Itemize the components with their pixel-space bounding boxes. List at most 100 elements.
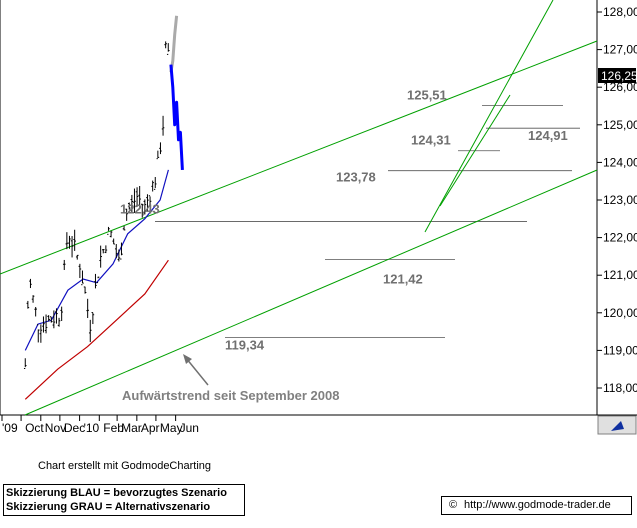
price-bar — [122, 225, 126, 231]
level-label: 121,42 — [383, 271, 423, 286]
price-bar — [130, 194, 134, 214]
level-lines — [155, 105, 580, 339]
scenario-legend: Skizzierung BLAU = bevorzugtes Szenario … — [3, 484, 245, 516]
level-label: 125,51 — [407, 88, 447, 103]
price-bar — [151, 180, 154, 192]
x-tick-label: Dec — [64, 421, 85, 435]
price-bar — [159, 142, 162, 155]
y-tick-label: 121,00 — [603, 268, 637, 282]
price-bar — [83, 286, 87, 294]
x-tick-label: Feb — [103, 421, 124, 435]
price-bars — [23, 41, 170, 370]
channel-lower-line — [24, 169, 598, 416]
price-bar — [127, 202, 131, 210]
price-bar — [47, 315, 50, 322]
moving-average-fast-line — [24, 169, 169, 351]
annotation-arrow-line — [185, 357, 209, 386]
y-tick-label: 122,00 — [603, 231, 637, 245]
x-tick-label: Oct — [25, 421, 44, 435]
y-tick-label: 118,00 — [603, 381, 637, 395]
price-bar — [96, 276, 100, 284]
chart-nav-button[interactable] — [597, 415, 637, 435]
steep-trend-line — [424, 0, 554, 233]
price-bar — [125, 208, 128, 221]
price-bar — [70, 236, 74, 258]
price-bar — [44, 314, 48, 334]
price-bar — [52, 310, 56, 329]
y-tick-label: 128,00 — [603, 5, 637, 19]
annotation-arrowhead — [183, 354, 192, 364]
price-bar — [31, 295, 35, 303]
x-tick-label: May — [160, 421, 183, 435]
price-bar — [91, 312, 95, 325]
price-bar — [88, 319, 92, 343]
level-label: 124,31 — [411, 133, 451, 148]
x-tick-label: Nov — [45, 421, 66, 435]
price-bar — [23, 358, 27, 370]
x-tick-label: Apr — [141, 421, 160, 435]
price-bar — [39, 324, 43, 343]
price-bar — [114, 244, 118, 259]
price-bar — [135, 187, 139, 207]
trend-channel — [0, 0, 598, 416]
price-bar — [57, 317, 61, 327]
source-url-box: © http://www.godmode-trader.de — [441, 496, 632, 515]
x-tick-label: Mar — [121, 421, 142, 435]
level-label: 119,34 — [225, 338, 265, 353]
y-tick-label: 119,00 — [603, 343, 637, 357]
steep-trend-line-2 — [439, 94, 511, 207]
price-bar — [75, 254, 79, 260]
price-bar — [109, 230, 113, 238]
price-bar — [26, 300, 30, 309]
price-bar — [148, 195, 152, 208]
price-bar — [153, 176, 157, 190]
y-tick-label: 124,00 — [603, 155, 637, 169]
arrow-up-right-icon — [611, 421, 624, 431]
price-bar — [60, 306, 63, 321]
price-bar — [36, 324, 40, 343]
chart-credit: Chart erstellt mit GodmodeCharting — [38, 460, 212, 472]
level-label: 124,91 — [528, 128, 568, 143]
scenario-blue-line — [169, 64, 184, 170]
price-bar — [68, 235, 71, 249]
y-tick-label: 125,00 — [603, 118, 637, 132]
source-url[interactable]: http://www.godmode-trader.de — [464, 499, 611, 511]
price-bar — [94, 273, 97, 289]
price-bar — [146, 194, 149, 212]
last-price-label: 126,25 — [601, 69, 637, 83]
y-axis: 118,00 119,00 120,00 121,00 122,00 123,00 124,… — [597, 5, 637, 395]
price-bar — [104, 245, 108, 254]
y-tick-label: 126,00 — [603, 80, 637, 94]
price-chart: 118,00 119,00 120,00 121,00 122,00 123,00 124,… — [0, 0, 637, 435]
price-bar — [166, 43, 170, 55]
trend-annotation: Aufwärtstrend seit September 2008 — [122, 388, 339, 403]
x-tick-label: '09 — [2, 421, 18, 435]
price-bar — [112, 238, 115, 245]
price-bar — [55, 308, 58, 324]
copyright-icon: © — [448, 499, 458, 511]
x-tick-label: Jun — [180, 421, 199, 435]
price-bar — [107, 226, 110, 235]
level-labels: 125,51 124,91 124,31 123,78 122,43 121,42 119,… — [120, 88, 568, 353]
price-bar — [156, 150, 160, 160]
price-bar — [42, 316, 45, 333]
level-label: 122,43 — [120, 201, 160, 216]
price-bar — [81, 270, 84, 286]
price-bar — [138, 186, 141, 208]
level-label: 123,78 — [336, 170, 376, 185]
price-bar — [73, 229, 76, 251]
y-tick-label: 123,00 — [603, 193, 637, 207]
price-bar — [49, 316, 53, 323]
price-bar — [99, 245, 102, 268]
channel-upper-line — [0, 40, 598, 275]
price-bar — [161, 115, 165, 136]
legend-gray: Skizzierung GRAU = Alternativszenario — [6, 501, 211, 513]
price-bar — [29, 278, 32, 289]
price-bar — [34, 307, 37, 317]
x-tick-label: '10 — [84, 421, 100, 435]
price-bar — [120, 242, 123, 260]
price-bar — [62, 259, 66, 270]
price-bar — [140, 203, 144, 218]
last-price-tag: 126,25 — [598, 68, 637, 83]
